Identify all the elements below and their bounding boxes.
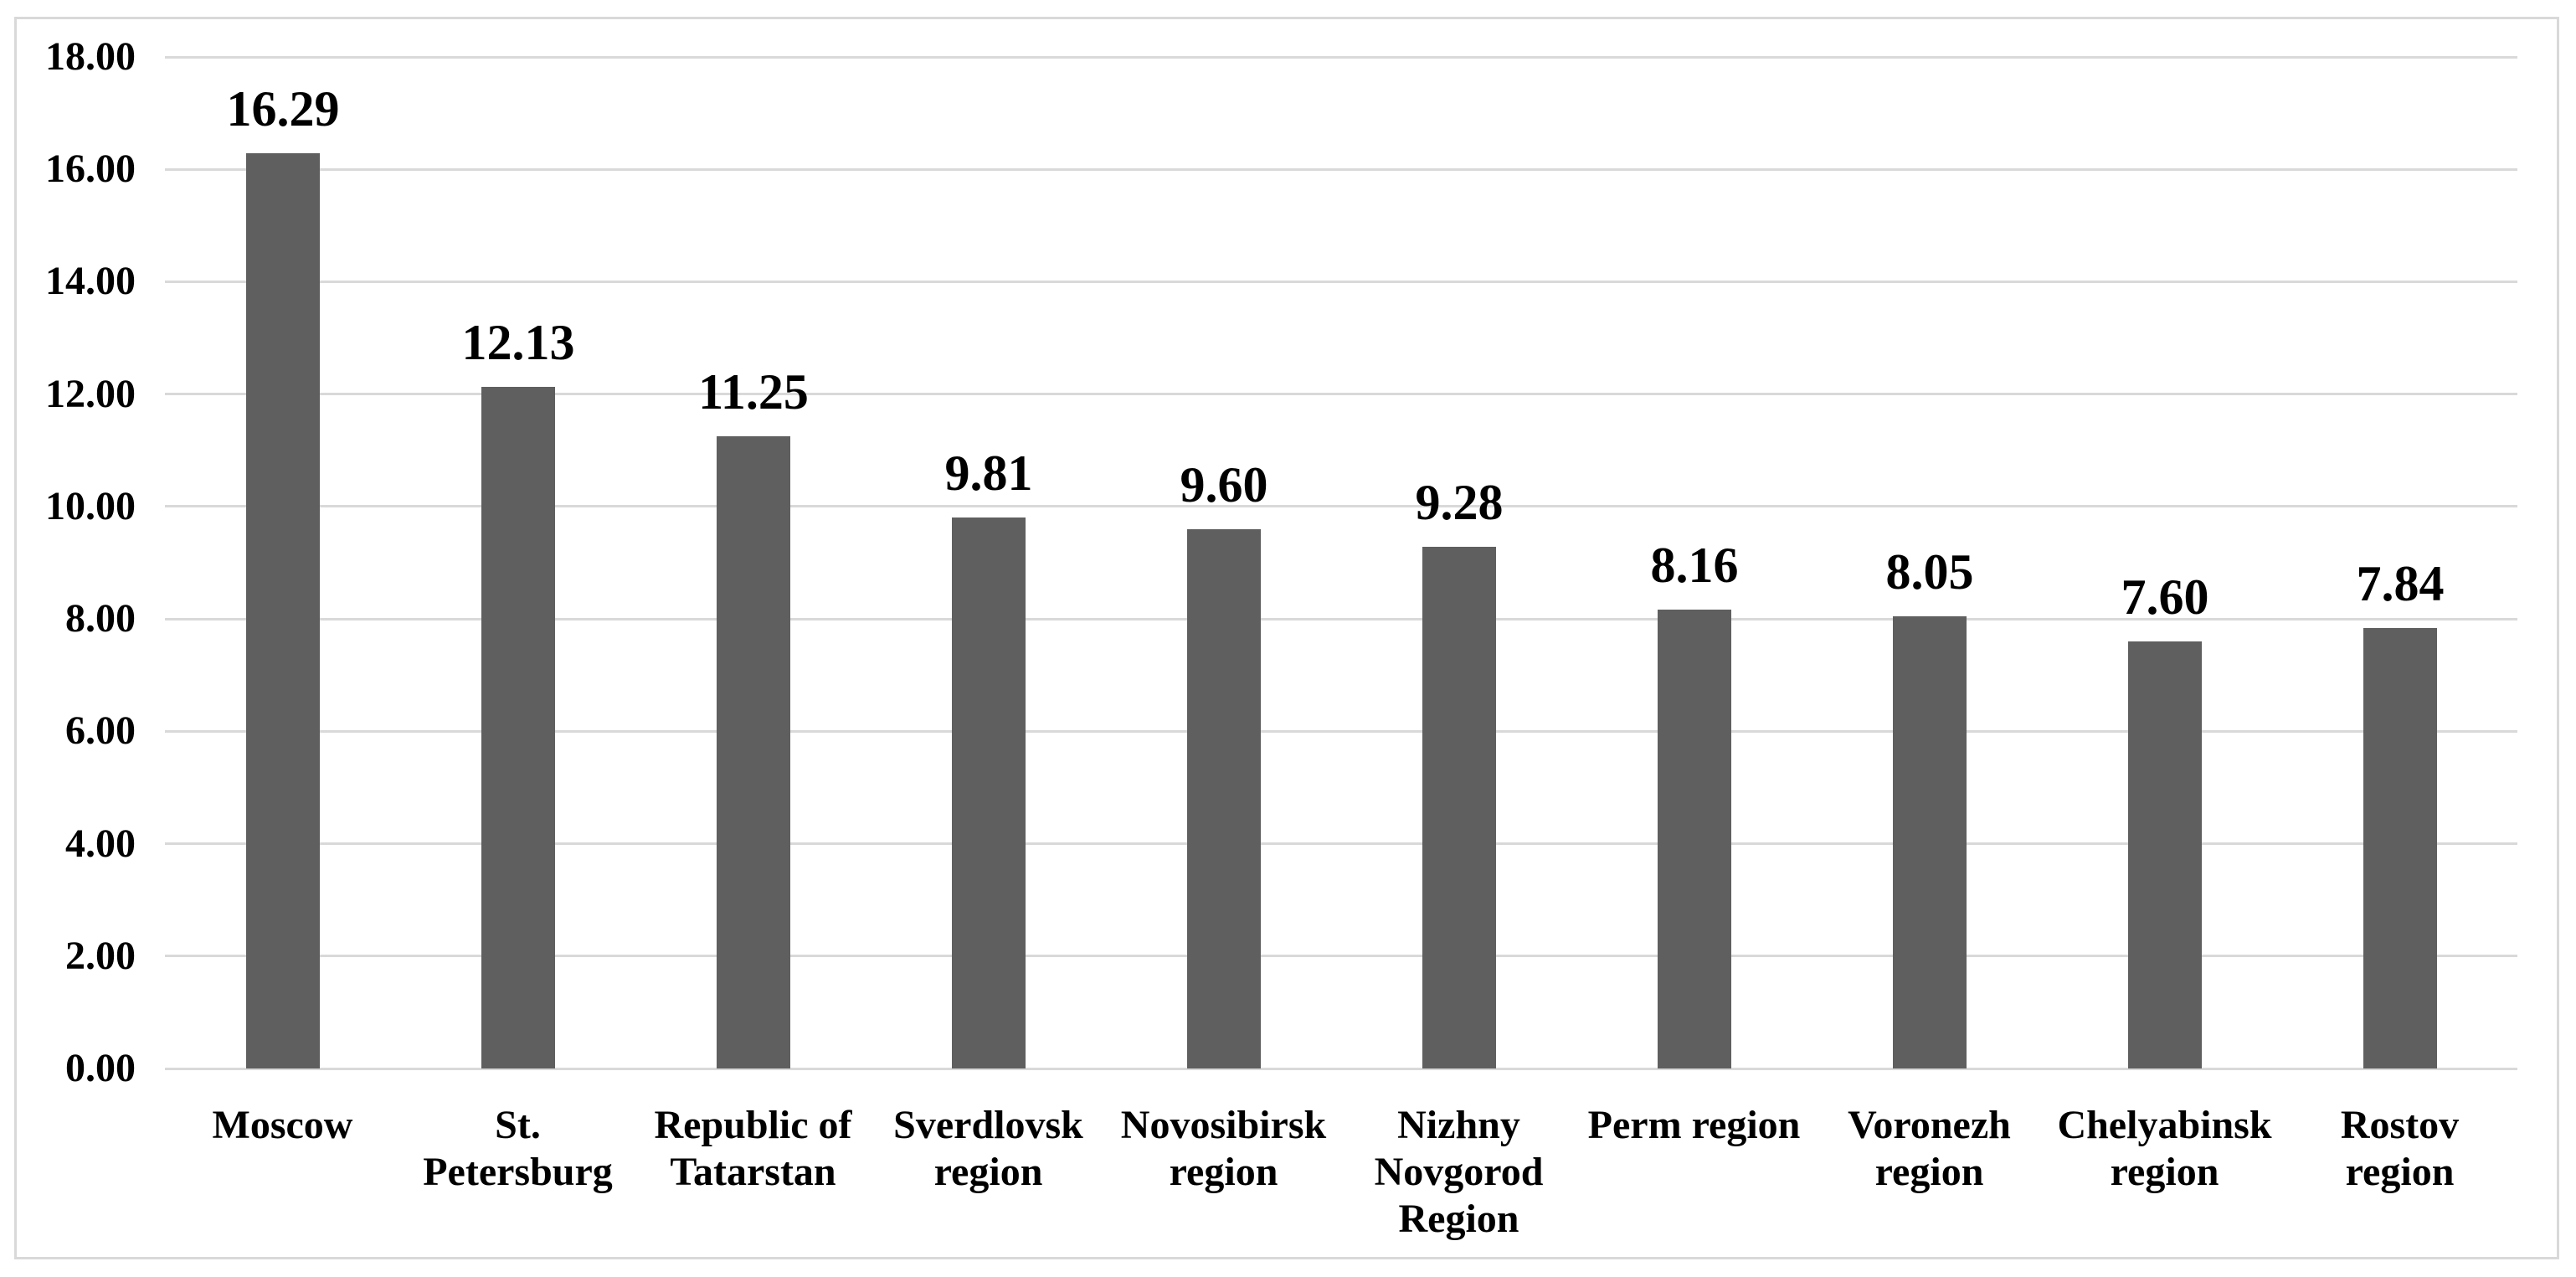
- bar-value-label: 9.81: [944, 445, 1033, 501]
- bar-value-label: 7.60: [2121, 569, 2209, 625]
- x-axis-category-label: Perm region: [1587, 1103, 1801, 1147]
- y-axis-tick-label: 6.00: [65, 708, 136, 754]
- gridline: [165, 842, 2517, 846]
- gridline: [165, 955, 2517, 958]
- bar: [1658, 610, 1731, 1068]
- x-axis-category-label: Republic of Tatarstan: [654, 1103, 852, 1194]
- x-axis-category-label: Voronezh region: [1848, 1103, 2011, 1194]
- bar: [481, 387, 555, 1068]
- x-axis-baseline: [165, 1067, 2517, 1070]
- bar-value-label: 7.84: [2356, 556, 2445, 611]
- gridline: [165, 505, 2517, 508]
- y-axis-tick-label: 18.00: [45, 34, 136, 79]
- gridline: [165, 167, 2517, 171]
- y-axis-tick-label: 8.00: [65, 596, 136, 641]
- x-axis-category-label: Sverdlovsk region: [893, 1103, 1083, 1194]
- x-axis-category-label: Chelyabinsk region: [2057, 1103, 2272, 1194]
- bar-value-label: 16.29: [226, 81, 340, 136]
- bar: [246, 153, 320, 1068]
- gridline: [165, 393, 2517, 396]
- bar-value-label: 12.13: [461, 315, 575, 370]
- gridline: [165, 729, 2517, 733]
- x-axis-category-label: Novosibirsk region: [1120, 1103, 1327, 1194]
- gridline: [165, 55, 2517, 59]
- x-axis-category-label: St. Petersburg: [423, 1103, 613, 1194]
- bar: [952, 517, 1026, 1068]
- bar-value-label: 8.05: [1885, 544, 1974, 600]
- y-axis-tick-label: 16.00: [45, 147, 136, 192]
- bar: [2128, 641, 2202, 1068]
- bar-value-label: 8.16: [1650, 538, 1739, 593]
- x-axis-category-label: Rostov region: [2340, 1103, 2460, 1194]
- y-axis-tick-label: 10.00: [45, 483, 136, 528]
- bar: [1422, 547, 1496, 1068]
- y-axis-tick-label: 0.00: [65, 1046, 136, 1090]
- bar-value-label: 11.25: [698, 364, 809, 420]
- x-axis-category-label: Moscow: [212, 1103, 353, 1147]
- chart-frame: [14, 17, 2559, 1259]
- bar-value-label: 9.28: [1415, 475, 1504, 530]
- bar-value-label: 9.60: [1180, 457, 1268, 512]
- y-axis-tick-label: 14.00: [45, 259, 136, 304]
- bar: [2363, 628, 2437, 1068]
- y-axis-tick-label: 12.00: [45, 371, 136, 416]
- gridline: [165, 617, 2517, 620]
- gridline: [165, 280, 2517, 283]
- bar: [717, 436, 790, 1068]
- y-axis-tick-label: 2.00: [65, 933, 136, 978]
- y-axis-tick-label: 4.00: [65, 821, 136, 866]
- x-axis-category-label: Nizhny Novgorod Region: [1374, 1103, 1544, 1241]
- bar: [1893, 616, 1967, 1068]
- bar: [1187, 529, 1261, 1068]
